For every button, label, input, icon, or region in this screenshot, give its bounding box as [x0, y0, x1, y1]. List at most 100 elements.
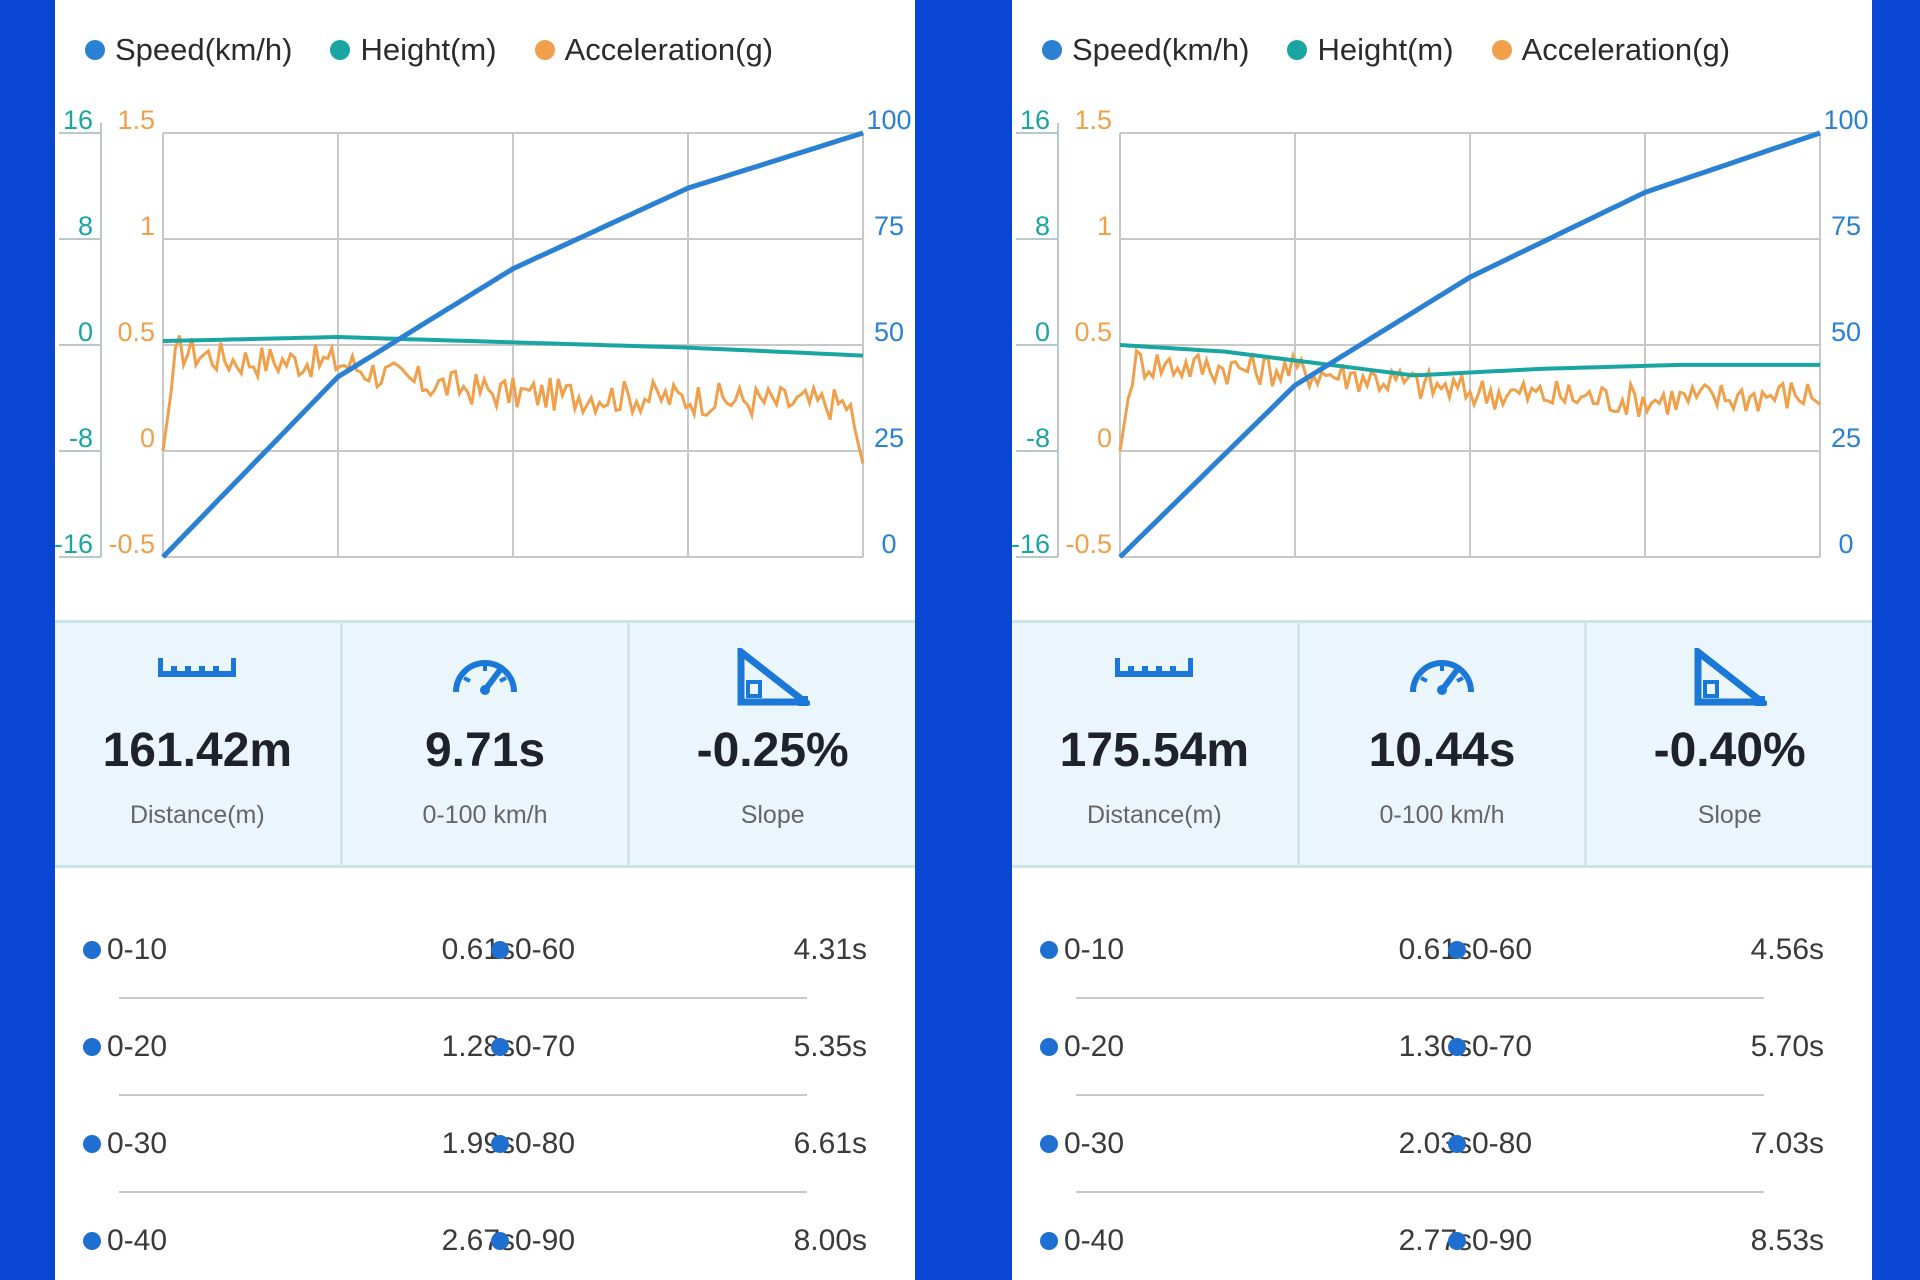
- bullet-dot-icon: [83, 941, 101, 959]
- legend-height-label: Height(m): [360, 32, 497, 67]
- legend-height[interactable]: Height(m): [330, 32, 497, 68]
- y-tick-label-height: -16: [55, 529, 93, 559]
- bullet-dot-icon: [1040, 941, 1058, 959]
- result-panel-right: Speed(km/h) Height(m) Acceleration(g) 16…: [1012, 0, 1872, 1280]
- y-tick-label-speed: 50: [1831, 317, 1861, 347]
- legend-acceleration[interactable]: Acceleration(g): [534, 32, 773, 68]
- y-tick-label-acceleration: 1: [1097, 211, 1112, 241]
- split-label: 0-20: [83, 1027, 167, 1067]
- split-times-list: 0-10 0.61s 0-60 4.56s 0-20 1.30s 0-70 5.…: [1012, 902, 1872, 1280]
- speed-series-line: [161, 130, 864, 559]
- y-tick-label-speed: 0: [881, 529, 896, 559]
- legend-speed-label: Speed(km/h): [1072, 32, 1250, 67]
- speed-series-line: [1118, 130, 1821, 559]
- split-label: 0-20: [1040, 1027, 1124, 1067]
- split-row: 0-10 0.61s 0-60 4.31s: [55, 902, 915, 999]
- height-series-line: [1119, 343, 1820, 378]
- y-tick-label-speed: 100: [866, 105, 911, 135]
- bullet-dot-icon: [83, 1038, 101, 1056]
- split-row: 0-40 2.67s 0-90 8.00s: [55, 1193, 915, 1280]
- bullet-dot-icon: [83, 1135, 101, 1153]
- legend-acceleration[interactable]: Acceleration(g): [1491, 32, 1731, 68]
- chart-svg: 16 8 0 -8 -16 1.5 1 0.5 0 -0.5 100 75 50 25 0: [55, 105, 912, 559]
- split-label-text: 0-20: [107, 1030, 168, 1063]
- bullet-dot-icon: [1448, 1038, 1466, 1056]
- y-tick-label-speed: 25: [1831, 423, 1861, 453]
- bullet-dot-icon: [491, 1135, 509, 1153]
- slope-icon: [1693, 644, 1772, 713]
- performance-chart: 16 8 0 -8 -16 1.5 1 0.5 0 -0.5 100 75 50 25 0: [1012, 85, 1872, 585]
- split-label: 0-10: [1040, 930, 1124, 970]
- chart-legend: Speed(km/h) Height(m) Acceleration(g): [1042, 30, 1730, 70]
- height-series-line: [162, 334, 864, 358]
- split-row: 0-40 2.77s 0-90 8.53s: [1012, 1193, 1872, 1280]
- y-tick-label-height: -16: [1012, 529, 1050, 559]
- split-time: 7.03s: [1750, 1127, 1824, 1160]
- acceleration-dot-icon: [534, 40, 555, 60]
- split-time: 8.00s: [793, 1224, 867, 1257]
- bullet-dot-icon: [1448, 1135, 1466, 1153]
- y-tick-label-acceleration: 0.5: [1074, 317, 1112, 347]
- slope-label: Slope: [1697, 801, 1762, 829]
- split-label-text: 0-60: [1472, 933, 1533, 966]
- y-tick-label-acceleration: 0.5: [117, 317, 155, 347]
- stat-acceleration-time: 9.71s 0-100 km/h: [343, 623, 631, 865]
- split-label-text: 0-40: [107, 1224, 168, 1257]
- distance-label: Distance(m): [129, 801, 265, 829]
- ruler-icon: [1114, 648, 1195, 687]
- split-label-text: 0-80: [515, 1127, 576, 1160]
- y-tick-label-height: 0: [1035, 317, 1050, 347]
- y-tick-label-speed: 75: [1831, 211, 1861, 241]
- bullet-dot-icon: [491, 941, 509, 959]
- stat-slope: -0.40% Slope: [1587, 623, 1872, 865]
- acceleration-dot-icon: [1491, 40, 1512, 60]
- split-row: 0-30 2.03s 0-80 7.03s: [1012, 1096, 1872, 1193]
- divider: [119, 997, 807, 999]
- split-label-text: 0-70: [515, 1030, 576, 1063]
- split-label: 0-70: [1448, 1027, 1532, 1067]
- divider: [1076, 1094, 1764, 1096]
- y-tick-label-height: 16: [63, 105, 93, 135]
- split-label: 0-40: [83, 1221, 167, 1261]
- split-label-text: 0-30: [1064, 1127, 1125, 1160]
- split-time: 5.70s: [1750, 1030, 1824, 1063]
- y-tick-label-speed: 75: [874, 211, 904, 241]
- split-label: 0-80: [1448, 1124, 1532, 1164]
- split-label: 0-10: [83, 930, 167, 970]
- y-tick-label-speed: 0: [1838, 529, 1853, 559]
- divider: [1076, 997, 1764, 999]
- y-tick-label-acceleration: 1: [140, 211, 155, 241]
- legend-speed[interactable]: Speed(km/h): [85, 32, 292, 68]
- split-time: 6.61s: [793, 1127, 867, 1160]
- y-tick-label-height: -8: [1026, 423, 1050, 453]
- bullet-dot-icon: [1040, 1135, 1058, 1153]
- speedometer-icon: [1407, 648, 1477, 701]
- bullet-dot-icon: [491, 1232, 509, 1250]
- legend-speed[interactable]: Speed(km/h): [1042, 32, 1249, 68]
- split-label-text: 0-40: [1064, 1224, 1125, 1257]
- acceleration-series-line: [1118, 347, 1821, 452]
- y-tick-label-height: 8: [78, 211, 93, 241]
- split-time: 5.35s: [793, 1030, 867, 1063]
- stat-distance: 161.42m Distance(m): [55, 623, 343, 865]
- y-tick-label-acceleration: 1.5: [117, 105, 155, 135]
- time-value: 10.44s: [1368, 724, 1516, 777]
- stat-acceleration-time: 10.44s 0-100 km/h: [1300, 623, 1588, 865]
- legend-height[interactable]: Height(m): [1287, 32, 1454, 68]
- slope-label: Slope: [740, 801, 805, 829]
- bullet-dot-icon: [83, 1232, 101, 1250]
- split-row: 0-30 1.99s 0-80 6.61s: [55, 1096, 915, 1193]
- y-tick-label-acceleration: 1.5: [1074, 105, 1112, 135]
- height-dot-icon: [1287, 40, 1308, 60]
- split-label-text: 0-10: [1064, 933, 1125, 966]
- bullet-dot-icon: [1448, 1232, 1466, 1250]
- split-time: 4.31s: [793, 933, 867, 966]
- split-label: 0-70: [491, 1027, 575, 1067]
- legend-acceleration-label: Acceleration(g): [1521, 32, 1731, 67]
- split-label-text: 0-80: [1472, 1127, 1533, 1160]
- slope-value: -0.40%: [1653, 724, 1806, 777]
- legend-height-label: Height(m): [1317, 32, 1454, 67]
- split-time: 4.56s: [1750, 933, 1824, 966]
- bullet-dot-icon: [1448, 941, 1466, 959]
- time-value: 9.71s: [424, 724, 546, 777]
